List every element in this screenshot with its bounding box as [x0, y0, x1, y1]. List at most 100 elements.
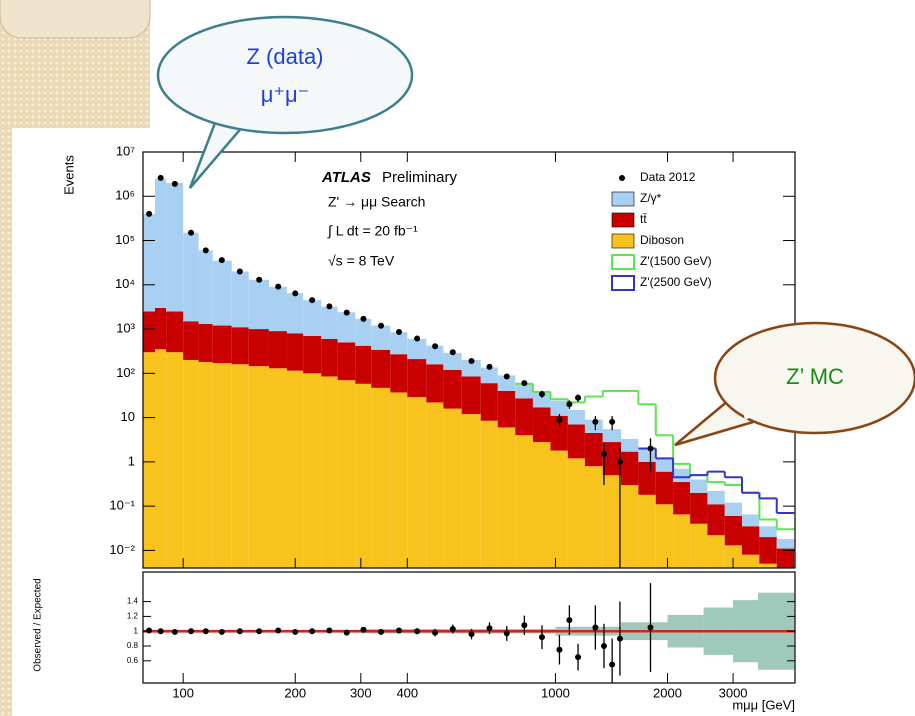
stack-bar: [567, 409, 585, 425]
stack-bar: [602, 475, 622, 568]
stack-bar: [759, 526, 777, 538]
data-point: [521, 622, 528, 629]
stack-bar: [231, 327, 249, 365]
data-point: [566, 617, 573, 624]
stack-bar: [303, 373, 322, 568]
data-point: [609, 418, 616, 425]
stack-bar: [443, 352, 462, 370]
data-point: [309, 297, 316, 304]
stack-bar: [407, 397, 427, 568]
stack-bar: [724, 545, 742, 568]
data-point: [521, 380, 528, 387]
y-tick-label: 1.2: [127, 612, 139, 621]
data-point: [396, 328, 403, 335]
stack-bar: [390, 392, 408, 568]
y-tick-label: 10⁷: [116, 143, 135, 158]
callout-joint: [738, 392, 758, 420]
data-point: [647, 624, 654, 631]
y-tick-label: 10: [121, 409, 135, 424]
stack-bar: [303, 300, 322, 336]
stack-bar: [550, 450, 568, 568]
stack-bar: [584, 466, 603, 568]
stack-bar: [497, 427, 516, 568]
y-tick-label: 1: [128, 453, 135, 468]
status-label: Preliminary: [382, 169, 458, 186]
data-point: [202, 247, 209, 254]
stack-bar: [183, 321, 199, 360]
stack-bar: [303, 335, 322, 374]
data-point: [616, 635, 623, 642]
stack-bar: [741, 514, 760, 527]
stack-bar: [426, 364, 444, 403]
stack-bar: [532, 392, 551, 408]
callout-joint: [222, 108, 248, 125]
data-point: [600, 643, 607, 649]
stack-bar: [673, 514, 691, 568]
stack-bar: [371, 325, 391, 350]
stack-bar: [321, 306, 338, 339]
data-point: [538, 634, 545, 641]
y-tick-label: 1: [134, 626, 139, 635]
stack-bar: [532, 407, 551, 443]
x-tick-label: 3000: [719, 685, 748, 700]
stack-bar: [461, 414, 481, 568]
y-tick-label: 10⁻¹: [109, 498, 135, 513]
stack-bar: [655, 458, 674, 472]
stack-bar: [286, 333, 304, 371]
x-axis-label: mμμ [GeV]: [732, 697, 795, 712]
data-point: [575, 654, 582, 661]
ratio-y-axis-label: Observed / Expected: [33, 578, 44, 671]
legend-label: Diboson: [640, 233, 684, 247]
data-point: [146, 627, 153, 634]
stack-bar: [321, 376, 338, 568]
data-point: [468, 631, 475, 638]
callout-bubble: [156, 15, 414, 135]
data-point: [236, 268, 243, 275]
x-tick-label: 400: [396, 685, 418, 700]
stack-bar: [638, 461, 656, 495]
data-point: [616, 458, 623, 465]
data-point: [503, 630, 510, 637]
stack-bar: [231, 271, 249, 328]
data-point: [171, 180, 178, 187]
y-tick-label: 10²: [116, 365, 135, 380]
data-point: [188, 229, 195, 236]
data-point: [256, 628, 263, 635]
data-point: [360, 626, 367, 633]
stack-bar: [154, 307, 167, 350]
stack-bar: [212, 363, 232, 568]
stack-bar: [337, 312, 356, 343]
data-point: [396, 627, 403, 634]
stack-bar: [621, 438, 639, 452]
stack-bar: [776, 548, 795, 568]
data-point: [432, 629, 439, 636]
main-panel: 10⁻² 10⁻¹ 1 10 10² 10³ 10⁴ 10⁵ 10⁶ 10⁷: [109, 143, 795, 568]
stack-bar: [390, 332, 408, 355]
stack-bar: [707, 535, 725, 568]
data-point: [503, 373, 510, 380]
callout-text: Z’ MC: [786, 364, 844, 389]
stack-bar: [724, 515, 742, 546]
stack-bar: [154, 178, 167, 308]
stack-bar: [143, 352, 155, 568]
stack-bar: [371, 387, 391, 568]
stack-bar: [286, 293, 304, 334]
callout-text: μ⁺μ⁻: [261, 82, 310, 107]
stack-bar: [371, 349, 391, 388]
y-tick-label: 0.8: [127, 641, 139, 650]
y-tick-label: 1.4: [127, 597, 139, 606]
y-axis-label: Events: [61, 155, 76, 195]
y-tick-label: 10³: [116, 320, 135, 335]
x-tick-label: 1000: [541, 685, 570, 700]
stack-bar: [480, 367, 498, 384]
ratio-panel: 0.6 0.8 1 1.2 1.4 100 200 300 400 1000 2000 3000: [127, 583, 795, 700]
stack-bar: [690, 523, 708, 568]
stack-bar: [567, 458, 585, 568]
data-point: [292, 290, 299, 297]
stack-bar: [480, 383, 498, 421]
stack-bar: [198, 324, 213, 363]
data-point: [146, 210, 153, 217]
data-point: [486, 625, 493, 632]
stack-bar: [515, 435, 533, 568]
stack-bar: [707, 504, 725, 536]
